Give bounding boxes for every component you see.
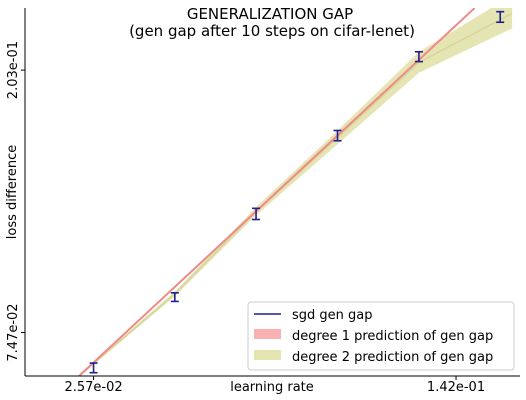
degree1-line xyxy=(78,8,476,376)
legend: sgd gen gap degree 1 prediction of gen g… xyxy=(247,301,515,371)
legend-swatch-degree2 xyxy=(254,350,281,360)
x-tick-label: 1.42e-01 xyxy=(427,380,485,395)
legend-label-degree1: degree 1 prediction of gen gap xyxy=(292,329,493,344)
chart-subtitle: (gen gap after 10 steps on cifar-lenet) xyxy=(129,22,415,40)
x-ticks: 2.57e-02 1.42e-01 xyxy=(64,376,485,395)
x-tick-label: 2.57e-02 xyxy=(64,380,122,395)
legend-box xyxy=(247,301,515,371)
sgd-errorbar xyxy=(414,50,423,63)
legend-swatch-degree1 xyxy=(254,329,281,339)
sgd-errorbar xyxy=(333,129,342,142)
sgd-errorbar xyxy=(496,10,505,24)
y-ticks: 7.47e-02 2.03e-01 xyxy=(6,41,25,362)
sgd-errorbar xyxy=(89,362,98,374)
legend-label-sgd: sgd gen gap xyxy=(292,308,373,323)
sgd-errorbar xyxy=(252,207,261,221)
y-tick-label: 7.47e-02 xyxy=(6,303,21,361)
y-axis-label: loss difference xyxy=(5,145,20,240)
sgd-errorbar xyxy=(170,292,179,303)
legend-label-degree2: degree 2 prediction of gen gap xyxy=(292,350,493,365)
y-tick-label: 2.03e-01 xyxy=(6,41,21,99)
chart-title: GENERALIZATION GAP xyxy=(187,5,353,23)
plot-area xyxy=(78,8,513,376)
x-axis-label: learning rate xyxy=(230,380,314,395)
